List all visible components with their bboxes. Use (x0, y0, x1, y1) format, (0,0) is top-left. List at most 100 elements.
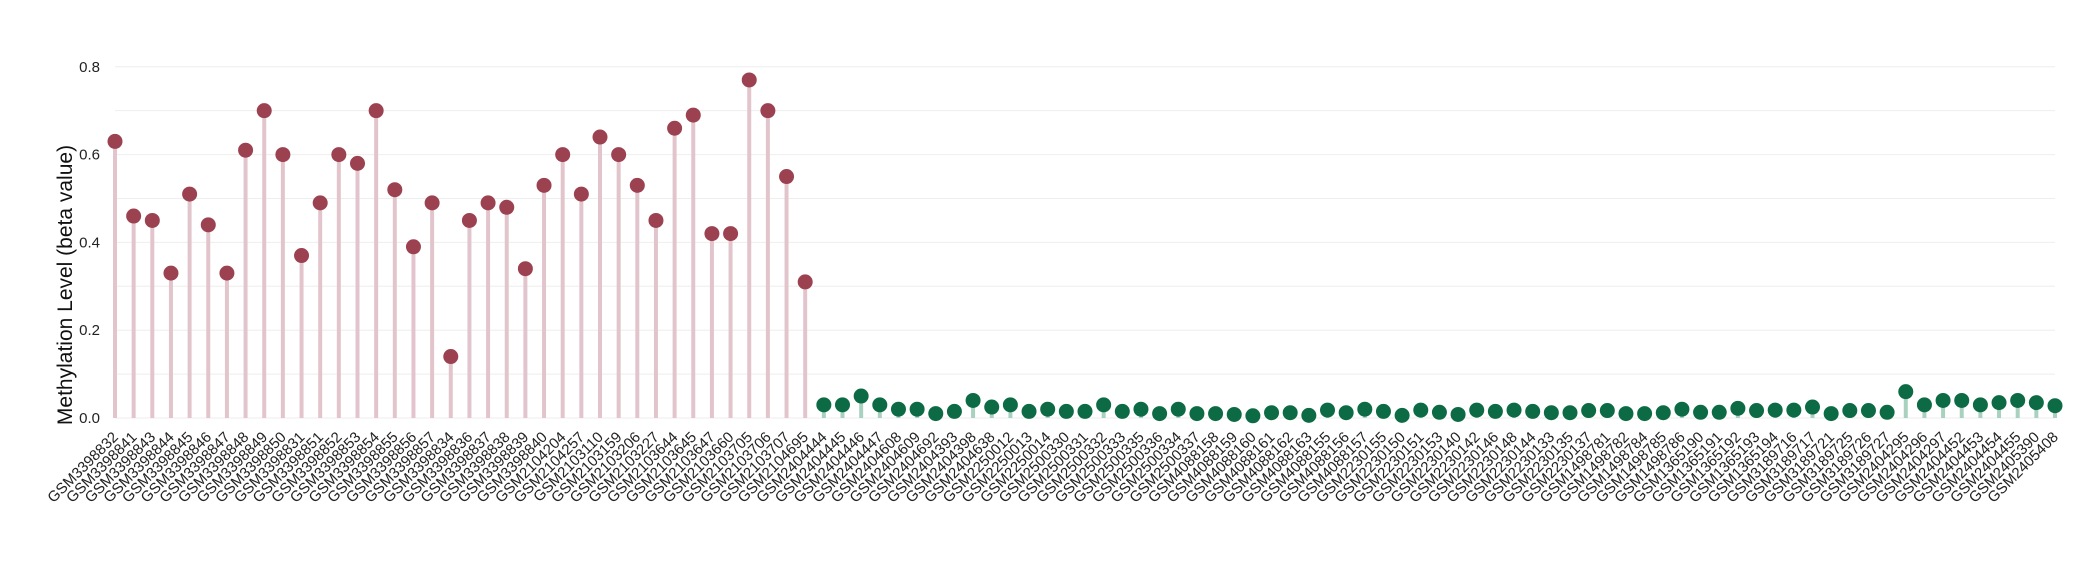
data-point (890, 401, 906, 417)
data-point (1338, 405, 1354, 421)
data-point (387, 182, 403, 198)
data-point (424, 195, 440, 211)
y-tick-label: 0.2 (79, 322, 100, 339)
data-point (723, 226, 739, 242)
data-point (573, 186, 589, 202)
data-point (667, 120, 683, 136)
data-point (611, 147, 627, 163)
data-point (741, 72, 757, 88)
data-point (1618, 406, 1634, 422)
data-point (1599, 403, 1615, 419)
data-point (1226, 406, 1242, 422)
data-point (1916, 397, 1932, 413)
data-point (1021, 403, 1037, 419)
stems (113, 79, 2057, 418)
data-point (1320, 402, 1335, 418)
data-point (1749, 403, 1765, 419)
data-point (555, 147, 571, 163)
y-tick-label: 0.6 (79, 147, 100, 164)
data-point (294, 248, 310, 264)
data-point (1581, 403, 1597, 419)
data-point (1096, 397, 1112, 413)
data-point (1375, 403, 1391, 419)
data-point (909, 401, 925, 417)
data-point (443, 349, 459, 365)
data-point (1805, 399, 1820, 415)
data-point (797, 274, 813, 290)
data-point (1860, 403, 1876, 419)
data-point (629, 177, 645, 193)
data-point (1077, 403, 1093, 419)
data-point (126, 208, 142, 224)
data-point (331, 147, 347, 163)
data-point (2047, 398, 2063, 414)
data-point (1357, 401, 1373, 417)
data-point (1413, 402, 1429, 418)
data-point (1208, 406, 1224, 422)
data-point (238, 142, 254, 158)
data-point (350, 155, 365, 171)
data-point (1972, 397, 1988, 413)
y-axis-ticks: 0.0 0.2 0.4 0.6 0.8 (79, 59, 100, 427)
data-point (1786, 402, 1802, 418)
data-point (2010, 392, 2026, 408)
data-point (835, 397, 850, 413)
data-point (1525, 403, 1541, 419)
data-point (1842, 403, 1858, 419)
data-point (163, 265, 179, 281)
x-axis-labels: GSM3398832GSM3398841GSM3398843GSM3398844… (44, 429, 2061, 506)
data-point (1898, 384, 1914, 400)
data-point (1879, 404, 1895, 420)
data-point (182, 186, 198, 202)
data-point (1935, 392, 1951, 408)
data-point (592, 129, 608, 145)
data-point (1954, 392, 1970, 408)
data-point (946, 403, 962, 419)
data-point (853, 388, 869, 404)
y-tick-label: 0.8 (79, 59, 100, 76)
data-point (816, 397, 832, 413)
data-point (760, 103, 776, 119)
data-point (984, 399, 1000, 415)
data-point (1543, 405, 1559, 421)
data-point (1152, 406, 1168, 422)
data-point (368, 103, 384, 119)
y-axis-title: Methylation Level (beta value) (54, 145, 77, 425)
data-point (1767, 402, 1783, 418)
data-point (1301, 407, 1317, 423)
data-point (648, 212, 664, 228)
data-point (1002, 397, 1018, 413)
data-point (1264, 405, 1280, 421)
data-point (219, 265, 235, 281)
data-point (312, 195, 328, 211)
data-point (1469, 402, 1485, 418)
data-point (499, 199, 515, 215)
data-point (1674, 401, 1690, 417)
data-point (405, 239, 421, 255)
points (107, 72, 2063, 424)
data-point (256, 103, 272, 119)
data-point (704, 226, 720, 242)
y-tick-label: 0.4 (79, 234, 100, 251)
data-point (517, 261, 533, 277)
data-point (1282, 405, 1298, 421)
data-point (928, 406, 944, 422)
data-point (536, 177, 552, 193)
data-point (1991, 395, 2007, 411)
data-point (1189, 406, 1205, 422)
data-point (1040, 401, 1056, 417)
data-point (685, 107, 701, 123)
data-point (144, 212, 160, 228)
data-point (1823, 406, 1839, 422)
data-point (1170, 401, 1186, 417)
y-tick-label: 0.0 (79, 410, 100, 427)
data-point (1655, 405, 1671, 421)
data-point (461, 212, 477, 228)
data-point (1058, 403, 1074, 419)
data-point (1562, 405, 1578, 421)
data-point (779, 169, 795, 185)
data-point (1114, 403, 1130, 419)
data-point (1431, 404, 1447, 420)
